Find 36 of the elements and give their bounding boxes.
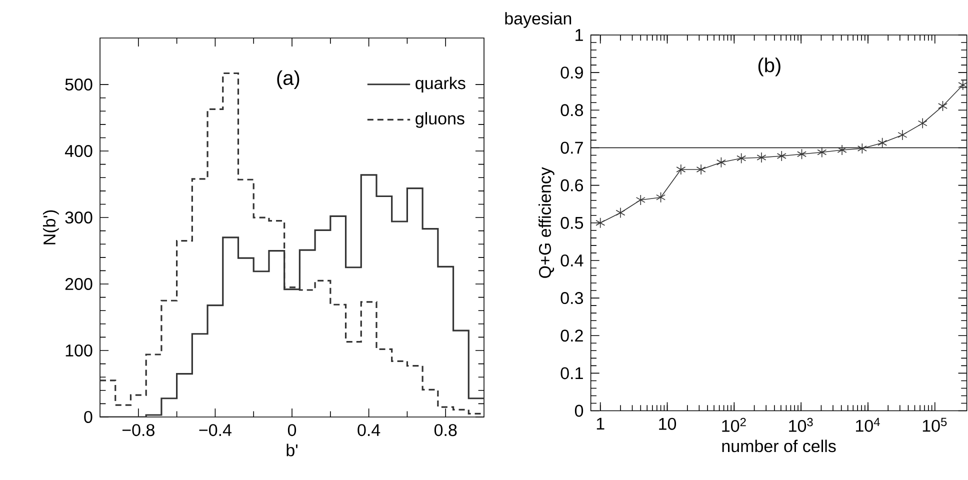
y-axis-title: Q+G efficiency	[538, 167, 554, 278]
annotation: (b)	[758, 58, 780, 76]
x-tick-label: 10$^{3}$	[789, 418, 813, 432]
y-tick-label: 0.9	[560, 66, 583, 79]
y-tick-label: 0.8	[560, 104, 584, 116]
y-tick-label: 300	[65, 212, 92, 224]
y-tick-label: 0.4	[560, 254, 584, 266]
x-tick-label: 0.4	[358, 424, 380, 436]
legend-label: quarks	[416, 76, 466, 93]
y-tick-label: 400	[64, 145, 92, 158]
x-tick-label: 1	[596, 418, 604, 430]
x-tick-label: 10	[659, 418, 676, 430]
x-tick-label: −0.8	[122, 424, 154, 436]
x-axis-title: b'	[286, 444, 298, 456]
legend-label: gluons	[416, 112, 464, 128]
y-tick-label: 0.5	[560, 216, 584, 229]
y-tick-label: 500	[65, 78, 92, 91]
y-tick-label: 0	[574, 404, 584, 417]
x-tick-label: −0.4	[199, 424, 232, 436]
x-tick-label: 0.8	[434, 424, 457, 436]
x-tick-label: 10$^{2}$	[722, 418, 746, 432]
y-tick-label: 0.3	[560, 292, 584, 304]
y-tick-label: 0.1	[560, 367, 583, 380]
y-tick-label: 0.6	[560, 179, 584, 192]
x-tick-label: 0	[288, 424, 296, 436]
chart-title: bayesian	[505, 12, 572, 28]
y-tick-label: 1	[576, 29, 583, 41]
x-axis-title: number of cells	[722, 440, 836, 452]
y-tick-label: 0.7	[560, 142, 583, 154]
annotation: (a)	[277, 70, 300, 90]
y-axis-title: N(b')	[43, 210, 59, 244]
x-tick-label: 10$^{5}$	[922, 418, 947, 432]
y-tick-label: 100	[66, 344, 92, 357]
y-tick-label: 0.2	[560, 330, 583, 342]
x-tick-label: 10$^{4}$	[856, 418, 880, 432]
y-tick-label: 200	[65, 278, 92, 290]
